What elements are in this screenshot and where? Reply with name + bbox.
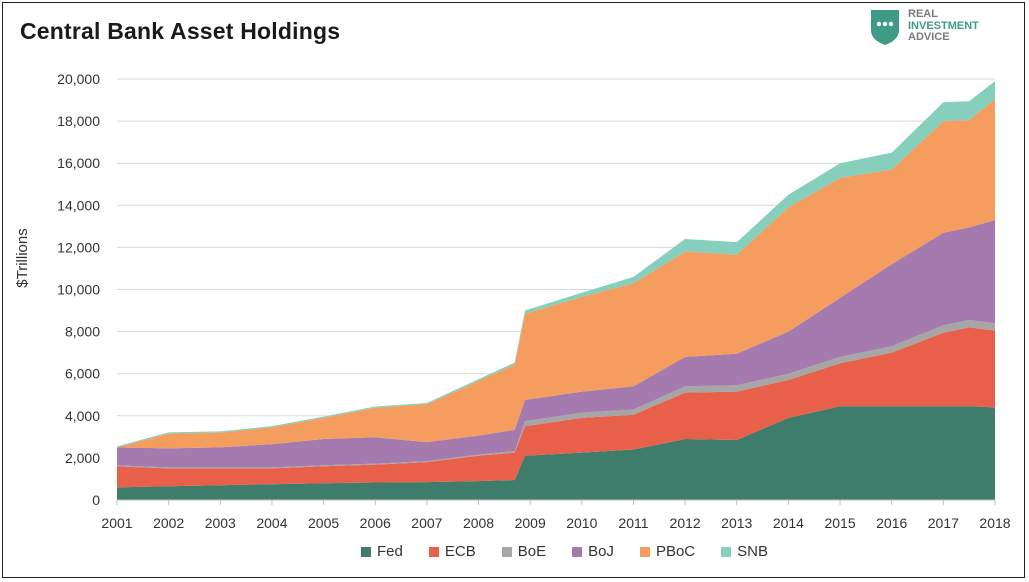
- x-tick-label: 2007: [411, 515, 442, 531]
- x-tick-label: 2015: [824, 515, 855, 531]
- y-tick-label: 0: [92, 492, 100, 508]
- logo-line-1: REAL: [908, 8, 938, 20]
- legend-swatch: [501, 546, 512, 557]
- area-boj: [117, 220, 995, 468]
- legend-swatch: [361, 546, 372, 557]
- x-tick-label: 2014: [773, 515, 804, 531]
- chart-title: Central Bank Asset Holdings: [20, 18, 341, 44]
- x-tick-label: 2013: [721, 515, 752, 531]
- x-tick-label: 2004: [256, 515, 287, 531]
- logo-line-3: ADVICE: [908, 31, 950, 43]
- x-tick-label: 2002: [153, 515, 184, 531]
- legend-item-fed: Fed: [361, 543, 403, 560]
- y-tick-label: 12,000: [57, 239, 100, 255]
- x-tick-label: 2017: [928, 515, 959, 531]
- legend-item-boe: BoE: [501, 543, 547, 560]
- legend-label: BoE: [517, 543, 547, 560]
- stacked-areas: [117, 81, 995, 500]
- x-tick-label: 2010: [566, 515, 597, 531]
- logo-line-2: INVESTMENT: [908, 19, 979, 32]
- legend-label: PBoC: [655, 543, 696, 560]
- legend-label: BoJ: [588, 543, 614, 560]
- y-tick-label: 4,000: [65, 408, 100, 424]
- legend-item-ecb: ECB: [428, 543, 476, 560]
- y-tick-label: 6,000: [65, 366, 100, 382]
- legend-swatch: [639, 546, 650, 557]
- legend-item-pboc: PBoC: [639, 543, 696, 560]
- legend-swatch: [721, 546, 732, 557]
- legend-label: SNB: [737, 543, 768, 560]
- y-axis-label: $Trillions: [14, 228, 31, 287]
- y-tick-label: 14,000: [57, 197, 100, 213]
- x-tick-label: 2012: [670, 515, 701, 531]
- legend-label: ECB: [444, 543, 476, 560]
- y-tick-label: 20,000: [57, 71, 100, 87]
- y-tick-label: 18,000: [57, 113, 100, 129]
- legend-label: Fed: [377, 543, 403, 560]
- x-tick-label: 2003: [205, 515, 236, 531]
- area-fed: [117, 406, 995, 500]
- chart-legend: Fed ECB BoE BoJ PBoC SNB: [0, 543, 1029, 560]
- x-tick-label: 2001: [101, 515, 132, 531]
- area-ecb: [117, 327, 995, 488]
- legend-swatch: [428, 546, 439, 557]
- x-tick-label: 2016: [876, 515, 907, 531]
- x-tick-label: 2006: [360, 515, 391, 531]
- legend-swatch: [572, 546, 583, 557]
- y-tick-label: 16,000: [57, 155, 100, 171]
- y-tick-label: 2,000: [65, 450, 100, 466]
- x-tick-label: 2009: [515, 515, 546, 531]
- y-tick-label: 10,000: [57, 282, 100, 298]
- legend-item-boj: BoJ: [572, 543, 614, 560]
- x-tick-label: 2005: [308, 515, 339, 531]
- x-tick-label: 2018: [979, 515, 1010, 531]
- x-tick-label: 2008: [463, 515, 494, 531]
- area-pboc: [117, 99, 995, 449]
- x-tick-label: 2011: [618, 515, 648, 531]
- brand-logo: REAL INVESTMENT ADVICE: [868, 8, 1008, 46]
- y-tick-label: 8,000: [65, 324, 100, 340]
- shield-icon: [871, 10, 899, 45]
- axes: 0 2,000 4,000 6,000 8,000 10,000 12,000 14,000 1…: [57, 71, 1011, 531]
- legend-item-snb: SNB: [721, 543, 768, 560]
